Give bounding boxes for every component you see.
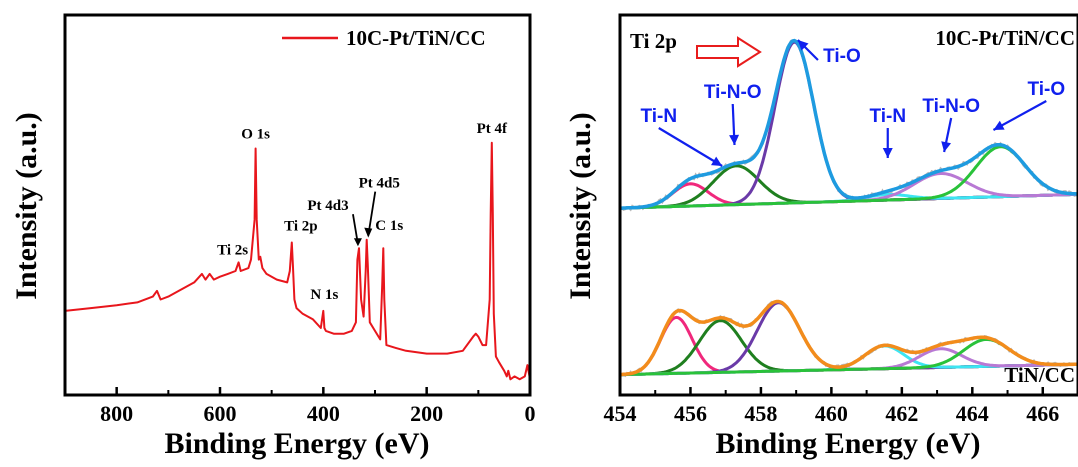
x-tick-label: 464 [956,401,989,426]
left-panel-survey: Intensity (a.u.) 800 600 400 200 0 Binding E… [10,13,536,460]
peak-label: Pt 4f [477,121,508,137]
label-pointer [658,127,723,167]
right-panel-ti2p: Intensity (a.u.) 454 456 458 460 462 464 466 B… [564,13,1078,460]
left-y-axis-label: Intensity (a.u.) [10,112,43,300]
arrowhead-icon [364,227,373,238]
x-tick-label: 454 [604,401,637,426]
component-label: Ti-O [1027,79,1065,100]
x-tick-label: 200 [410,401,443,426]
stack-label-bottom: TiN/CC [1004,363,1075,387]
arrowhead-icon [353,238,362,247]
x-tick-label: 466 [1026,401,1059,426]
label-pointer [992,100,1047,131]
left-plot-frame [63,13,532,397]
component-label: Ti-O [823,46,861,67]
right-plot-frame [618,13,1078,397]
component-label: Ti-N-O [704,82,762,103]
peak-label: C 1s [375,218,403,234]
series-line-10c-pt-tin-cc [64,141,531,381]
peak-label: Ti 2p [284,219,318,235]
left-x-ticks: 800 600 400 200 0 [64,387,536,426]
peak-label: Ti 2s [217,242,248,258]
peak-label: Pt 4d5 [359,176,400,192]
x-tick-label: 458 [744,401,777,426]
x-tick-label: 800 [100,401,133,426]
peak-label: N 1s [310,287,338,303]
right-plot-area [619,38,1078,378]
arrow-right-icon [696,36,762,68]
panel-title-ti-2p: Ti 2p [630,29,677,53]
component-label: Ti-N [640,106,677,127]
stack-label-top: 10C-Pt/TiN/CC [935,26,1075,50]
left-peak-annotations: O 1s Ti 2s Ti 2p N 1s Pt 4d3 Pt 4d5 C 1s Pt 4f [217,121,508,303]
component-label: Ti-N-O [922,96,980,117]
left-plot-area [64,141,531,381]
right-x-axis-label: Binding Energy (eV) [715,427,980,460]
component-label: Ti-N [869,106,906,127]
arrowhead-icon [941,141,952,152]
legend-label-10c-pt-tin-cc: 10C-Pt/TiN/CC [346,26,486,50]
right-y-axis-label: Intensity (a.u.) [564,112,597,300]
arrowhead-icon [993,120,1005,130]
component-labels: Ti-N Ti-N-O Ti-O Ti-N Ti-N-O Ti-O [640,39,1065,167]
arrowhead-icon [797,40,809,51]
x-tick-label: 400 [307,401,340,426]
left-x-axis-label: Binding Energy (eV) [164,427,429,460]
envelope-line [620,299,1078,377]
peak-label: Pt 4d3 [307,198,348,214]
x-tick-label: 0 [525,401,536,426]
x-tick-label: 600 [204,401,237,426]
left-legend: 10C-Pt/TiN/CC [282,26,486,50]
x-tick-label: 456 [674,401,707,426]
arrowhead-icon [729,134,740,145]
x-tick-label: 462 [885,401,918,426]
arrowhead-icon [882,148,893,158]
arrowhead-icon [711,156,723,166]
peak-label: O 1s [241,126,270,142]
right-x-ticks: 454 456 458 460 462 464 466 [604,387,1078,426]
x-tick-label: 460 [815,401,848,426]
envelope-line [620,38,1078,210]
